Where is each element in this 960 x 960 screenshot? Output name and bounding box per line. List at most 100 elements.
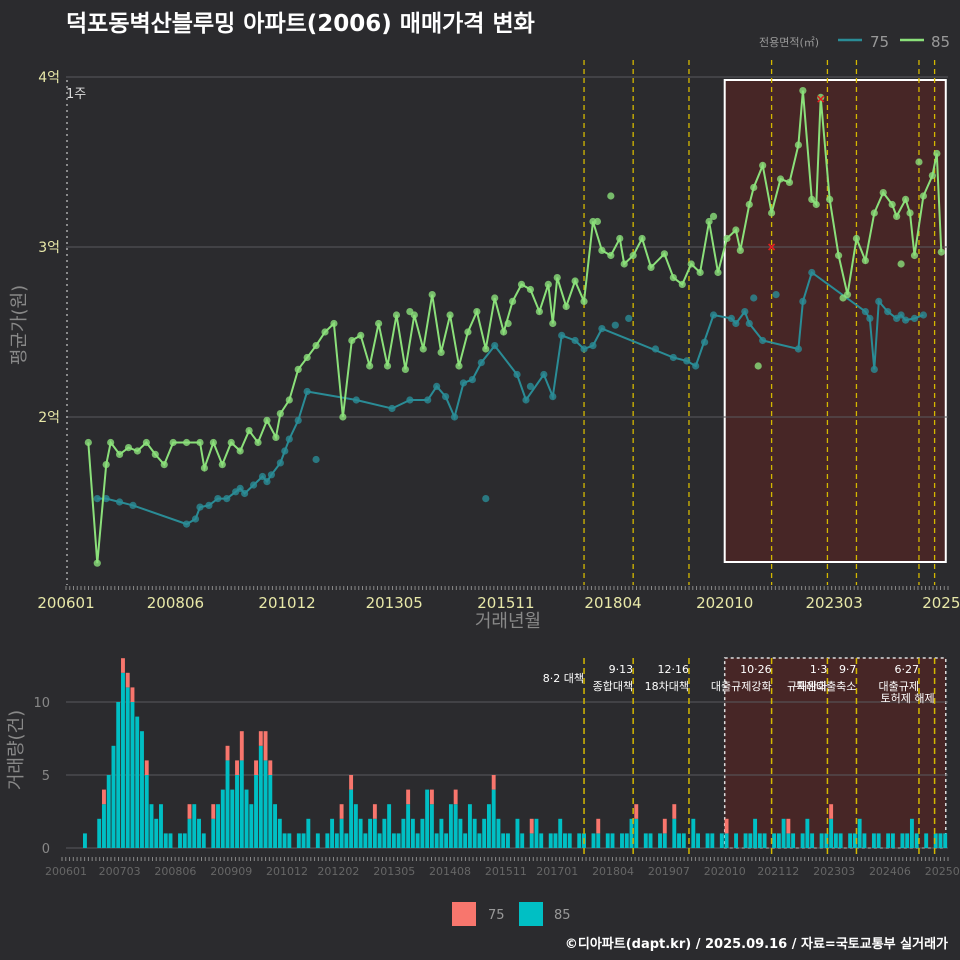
bar-85	[448, 804, 453, 848]
bar-75	[429, 789, 434, 805]
data-point-85	[473, 308, 481, 316]
bar-85	[520, 833, 525, 848]
bar-85	[491, 789, 496, 848]
y-tick-label: 4억	[38, 70, 60, 86]
bar-75	[125, 672, 130, 688]
bar-85	[154, 818, 159, 848]
bar-85	[263, 760, 268, 848]
data-point-85	[696, 268, 704, 277]
policy-label: 18차대책	[645, 680, 689, 693]
data-point-85	[115, 450, 124, 458]
data-point-85	[593, 217, 602, 226]
bar-85	[548, 833, 553, 848]
bar-85	[268, 775, 273, 848]
data-point-75	[115, 498, 124, 506]
data-point-75	[799, 297, 807, 305]
data-point-85	[428, 291, 436, 299]
data-point-75	[741, 308, 749, 316]
bar-85	[349, 789, 354, 848]
bar-85	[187, 818, 192, 848]
data-point-75	[669, 353, 677, 362]
x-tick-label-bottom: 201012	[266, 865, 308, 878]
cancelled-mark	[817, 95, 825, 103]
bar-85	[810, 833, 815, 848]
bar-85	[372, 818, 377, 848]
data-point-75	[267, 471, 276, 479]
bar-85	[467, 804, 472, 848]
data-point-75	[580, 345, 588, 353]
bar-75	[239, 731, 244, 761]
data-point-85	[638, 234, 646, 243]
bar-85	[862, 833, 867, 848]
data-point-85	[879, 189, 887, 197]
data-point-85	[107, 438, 115, 447]
data-point-75	[745, 319, 753, 328]
policy-label: 10·26	[740, 663, 772, 676]
bar-75	[144, 760, 149, 775]
data-point-75	[236, 484, 244, 492]
data-point-85	[897, 260, 905, 268]
data-point-85	[200, 464, 209, 472]
data-point-85	[151, 450, 159, 458]
bar-85	[743, 833, 748, 848]
bar-85	[244, 789, 249, 848]
data-point-85	[705, 217, 713, 226]
bar-85	[149, 804, 154, 848]
data-point-85	[375, 319, 383, 328]
bar-85	[558, 818, 563, 848]
bar-85	[235, 775, 239, 848]
x-tick-label: 201511	[477, 594, 534, 612]
bar-85	[130, 702, 135, 848]
x-tick-label-bottom: 201408	[429, 865, 471, 878]
data-point-75	[683, 357, 691, 365]
bar-85	[249, 804, 254, 848]
bar-85	[410, 818, 415, 848]
bar-85	[444, 833, 449, 848]
bar-85	[505, 833, 510, 848]
data-point-85	[785, 178, 794, 186]
bar-85	[629, 818, 634, 848]
bar-85	[876, 833, 881, 848]
data-point-75	[196, 503, 204, 511]
bar-85	[643, 833, 648, 848]
data-point-75	[866, 314, 874, 322]
bar-75	[724, 818, 729, 834]
bar-75	[130, 687, 135, 702]
bar-75	[225, 745, 230, 761]
data-point-85	[303, 353, 311, 362]
y-tick-label-bottom: 10	[33, 696, 50, 711]
bar-85	[477, 833, 482, 848]
data-point-85	[504, 319, 512, 328]
data-point-85	[826, 195, 834, 203]
legend-title: 전용면적(㎡)	[759, 36, 819, 49]
data-point-75	[625, 314, 633, 322]
data-point-85	[861, 257, 869, 265]
annotation-label: 1주	[66, 87, 86, 102]
bar-75	[662, 818, 667, 834]
data-point-85	[544, 280, 552, 288]
bar-75	[372, 804, 377, 819]
data-point-75	[468, 376, 476, 384]
data-point-85	[723, 234, 731, 243]
data-point-75	[303, 387, 311, 396]
bar-85	[691, 818, 696, 848]
data-point-75	[477, 359, 485, 367]
data-point-85	[348, 336, 356, 345]
data-point-85	[598, 246, 606, 254]
data-point-85	[464, 328, 472, 336]
bar-85	[277, 818, 282, 848]
data-point-85	[383, 362, 392, 370]
policy-label: 대출규제	[878, 680, 918, 693]
bar-75	[211, 804, 216, 819]
data-point-75	[732, 319, 740, 328]
data-point-85	[508, 297, 517, 305]
bar-85	[382, 818, 387, 848]
bar-85	[339, 818, 344, 848]
bar-85	[819, 833, 824, 848]
data-point-85	[169, 438, 177, 447]
bar-85	[605, 833, 610, 848]
y-axis-title-bottom: 거래량(건)	[6, 710, 27, 790]
data-point-85	[571, 277, 579, 285]
bar-85	[658, 833, 662, 848]
data-point-85	[933, 149, 941, 158]
